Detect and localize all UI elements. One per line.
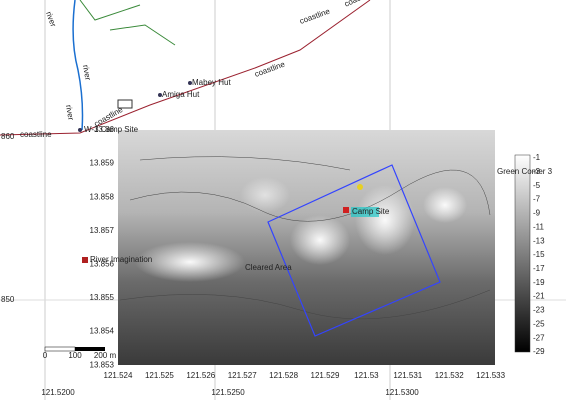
grid-x-label: 121.5300 [385, 388, 419, 397]
y-tick-label: 13.855 [90, 293, 115, 302]
depth-plot [82, 130, 495, 365]
colorbar-label: -7 [533, 195, 541, 204]
colorbar-label: -3 [533, 167, 541, 176]
x-tick-label: 121.53 [354, 371, 379, 380]
map-label: river [44, 10, 58, 28]
colorbar-label: -25 [533, 319, 545, 328]
colorbar-label: -27 [533, 333, 545, 342]
x-tick-label: 121.533 [476, 371, 505, 380]
map-label: river [64, 104, 76, 121]
y-tick-label: 13.856 [90, 260, 115, 269]
y-tick-label: 13.859 [90, 159, 115, 168]
colorbar-label: -19 [533, 278, 545, 287]
scale-label: 200 m [94, 351, 117, 360]
map-label: coastline [20, 130, 52, 139]
colorbar-label: -17 [533, 264, 545, 273]
grid-x-label: 121.5250 [211, 388, 245, 397]
x-tick-label: 121.525 [145, 371, 174, 380]
x-tick-label: 121.531 [393, 371, 422, 380]
x-tick-label: 121.528 [269, 371, 298, 380]
colorbar-label: -21 [533, 292, 545, 301]
x-tick-label: 121.526 [186, 371, 215, 380]
map-label: Camp Site [352, 207, 390, 216]
y-tick-label: 13.858 [90, 192, 115, 201]
colorbar-label: -23 [533, 306, 545, 315]
map-label: river [81, 64, 93, 81]
colorbar-label: -11 [533, 222, 545, 231]
colorbar-label: -5 [533, 181, 541, 190]
scale-bar [44, 346, 105, 352]
map-label: Amiga Hut [162, 90, 200, 99]
map-label: River Imagination [90, 255, 152, 264]
map-label: coastline [298, 6, 331, 25]
y-tick-label: 13.86 [94, 125, 115, 134]
y-tick-label: 13.854 [90, 327, 115, 336]
x-tick-label: 121.532 [435, 371, 464, 380]
map-label: Green Comer 3 [497, 167, 553, 176]
map-label: W-3 Camp Site [84, 125, 139, 134]
map-label: Cleared Area [245, 263, 292, 272]
colorbar-label: -29 [533, 347, 545, 356]
grid-y-label: 850 [1, 295, 15, 304]
grid-y-label: 860 [1, 132, 15, 141]
map-label: Mabey Hut [192, 78, 231, 87]
colorbar-label: -9 [533, 209, 541, 218]
colorbar-label: -1 [533, 153, 541, 162]
colorbar-label: -15 [533, 250, 545, 259]
x-tick-label: 121.529 [311, 371, 340, 380]
scale-label: 0 [43, 351, 48, 360]
y-tick-label: 13.857 [90, 226, 115, 235]
x-tick-label: 121.524 [104, 371, 133, 380]
grid-x-label: 121.5200 [41, 388, 75, 397]
y-tick-label: 13.853 [90, 360, 115, 369]
colorbar-label: -13 [533, 236, 545, 245]
x-tick-label: 121.527 [228, 371, 257, 380]
scale-label: 100 [68, 351, 82, 360]
colorbar [514, 154, 531, 353]
